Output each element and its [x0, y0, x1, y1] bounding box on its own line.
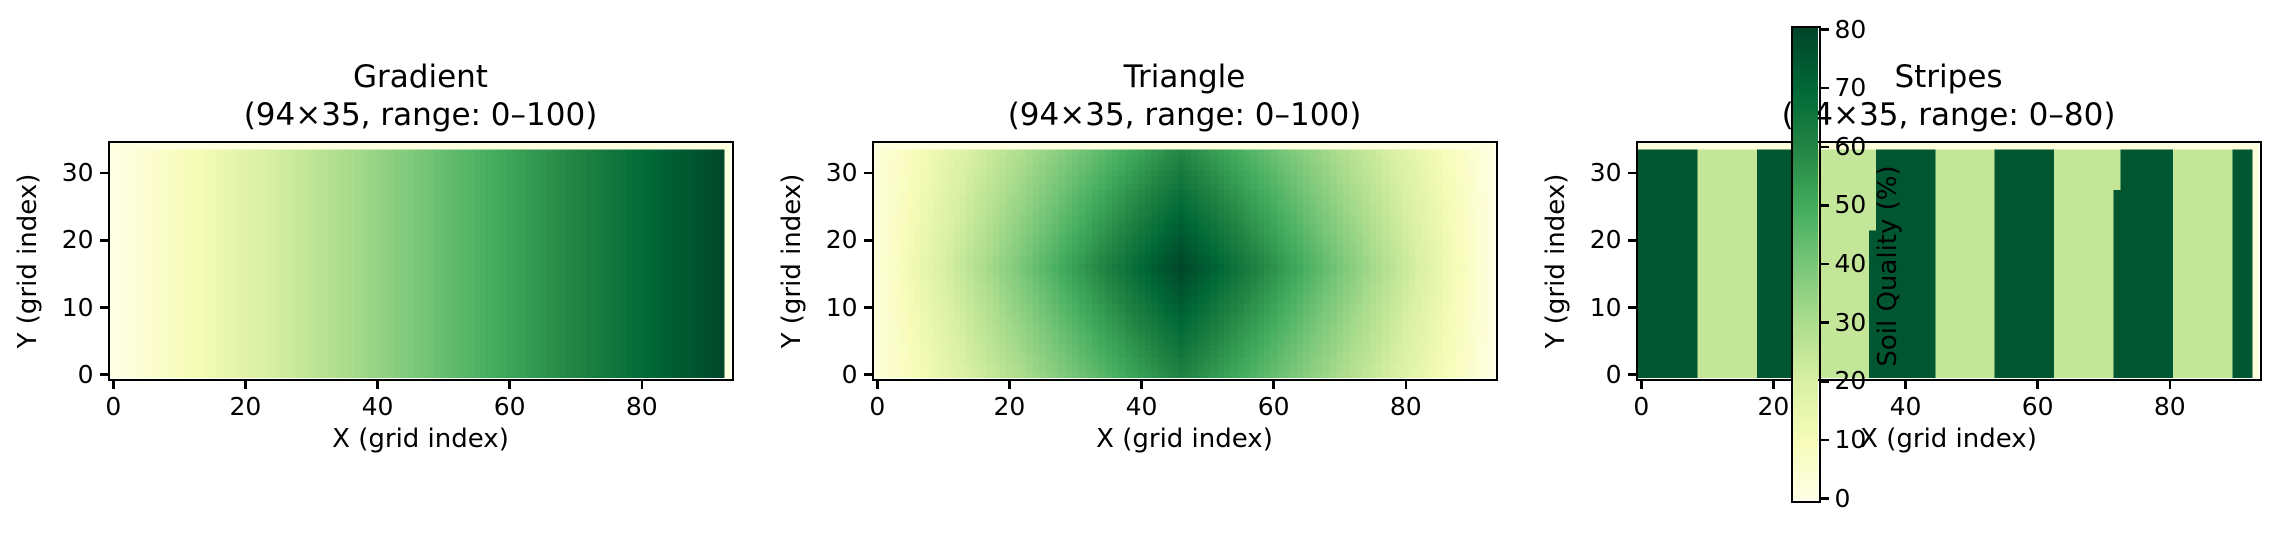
colorbar-tick [1820, 86, 1829, 90]
colorbar-tick [1820, 262, 1829, 266]
colorbar-tick [1820, 497, 1829, 500]
x-tick-label-triangle: 20 [993, 391, 1026, 421]
colorbar-tick-label: 50 [1834, 190, 1867, 220]
x-tick-label-stripes: 0 [1633, 391, 1650, 421]
y-tick-label-triangle: 20 [825, 225, 858, 255]
y-tick-label-stripes: 20 [1589, 225, 1622, 255]
y-tick-gradient [99, 373, 108, 376]
x-tick-stripes [1772, 380, 1775, 389]
y-tick-label-triangle: 30 [825, 158, 858, 188]
y-tick-triangle [863, 171, 872, 175]
x-tick-label-gradient: 0 [105, 391, 122, 421]
colorbar-tick [1820, 145, 1829, 148]
x-tick-gradient [640, 380, 644, 389]
x-tick-stripes [2036, 380, 2039, 389]
x-tick-label-triangle: 0 [869, 391, 886, 421]
x-tick-label-gradient: 60 [493, 391, 526, 421]
y-tick-label-stripes: 0 [1605, 359, 1622, 389]
heatmap-triangle [874, 143, 1495, 378]
y-tick-label-gradient: 0 [77, 359, 94, 389]
plot-title-stripes: Stripes (94×35, range: 0–80) [1781, 59, 2116, 133]
x-tick-triangle [1404, 380, 1408, 389]
x-axis-label-triangle: X (grid index) [1096, 424, 1273, 454]
y-tick-label-triangle: 0 [841, 359, 858, 389]
y-tick-label-stripes: 10 [1589, 292, 1622, 322]
x-tick-stripes [2168, 380, 2172, 389]
y-tick-label-stripes: 30 [1589, 158, 1622, 188]
colorbar-tick-label: 20 [1834, 366, 1867, 396]
colorbar-tick-label: 80 [1834, 14, 1867, 44]
x-tick-gradient [376, 380, 379, 389]
y-tick-label-triangle: 10 [825, 292, 858, 322]
colorbar-tick-label: 40 [1834, 249, 1867, 278]
x-tick-label-gradient: 40 [361, 391, 394, 421]
x-tick-triangle [1140, 380, 1143, 389]
x-tick-stripes [1640, 380, 1643, 389]
x-tick-label-triangle: 40 [1125, 391, 1158, 421]
colorbar-axis-label: Soil Quality (%) [1873, 165, 1903, 367]
x-tick-label-triangle: 80 [1389, 391, 1422, 421]
heatmap-stripes [1638, 143, 2259, 378]
y-axis-label-stripes: Y (grid index) [1541, 173, 1571, 348]
colorbar-tick [1820, 204, 1829, 207]
x-tick-gradient [244, 380, 247, 389]
heatmap-gradient [110, 143, 731, 378]
y-tick-label-gradient: 20 [61, 225, 94, 255]
x-tick-gradient [112, 380, 115, 389]
x-tick-label-stripes: 60 [2021, 391, 2054, 421]
colorbar-tick [1820, 321, 1829, 324]
y-axis-label-triangle: Y (grid index) [777, 173, 807, 348]
x-tick-label-stripes: 20 [1757, 391, 1790, 421]
x-tick-triangle [1272, 380, 1275, 389]
plot-title-gradient: Gradient (94×35, range: 0–100) [243, 59, 598, 133]
colorbar-tick-label: 70 [1834, 73, 1867, 103]
y-tick-triangle [863, 306, 872, 309]
y-tick-stripes [1627, 306, 1636, 309]
y-tick-label-gradient: 30 [61, 158, 94, 188]
y-tick-stripes [1627, 171, 1636, 175]
x-tick-triangle [876, 380, 879, 389]
x-tick-label-stripes: 40 [1889, 391, 1922, 421]
y-tick-gradient [99, 306, 108, 309]
x-tick-gradient [508, 380, 511, 389]
x-tick-label-gradient: 80 [625, 391, 658, 421]
colorbar-tick [1820, 438, 1829, 442]
y-tick-stripes [1627, 239, 1636, 242]
x-axis-label-gradient: X (grid index) [332, 424, 509, 454]
plot-title-triangle: Triangle (94×35, range: 0–100) [1007, 59, 1362, 133]
colorbar-tick-label: 60 [1834, 131, 1867, 161]
x-tick-label-gradient: 20 [229, 391, 262, 421]
colorbar-tick-label: 30 [1834, 307, 1867, 337]
x-tick-triangle [1008, 380, 1011, 389]
x-tick-label-stripes: 80 [2153, 391, 2186, 421]
colorbar-gradient [1793, 28, 1818, 500]
x-tick-stripes [1904, 380, 1907, 389]
y-tick-triangle [863, 373, 872, 376]
x-tick-label-triangle: 60 [1257, 391, 1290, 421]
y-tick-gradient [99, 171, 108, 175]
x-axis-label-stripes: X (grid index) [1860, 424, 2037, 454]
colorbar-tick-label: 10 [1834, 424, 1867, 454]
y-axis-label-gradient: Y (grid index) [13, 173, 43, 348]
colorbar-tick-label: 0 [1834, 483, 1851, 513]
y-tick-gradient [99, 239, 108, 242]
colorbar-tick [1820, 28, 1829, 31]
y-tick-label-gradient: 10 [61, 292, 94, 322]
y-tick-triangle [863, 239, 872, 242]
y-tick-stripes [1627, 373, 1636, 376]
colorbar-tick [1820, 380, 1829, 383]
